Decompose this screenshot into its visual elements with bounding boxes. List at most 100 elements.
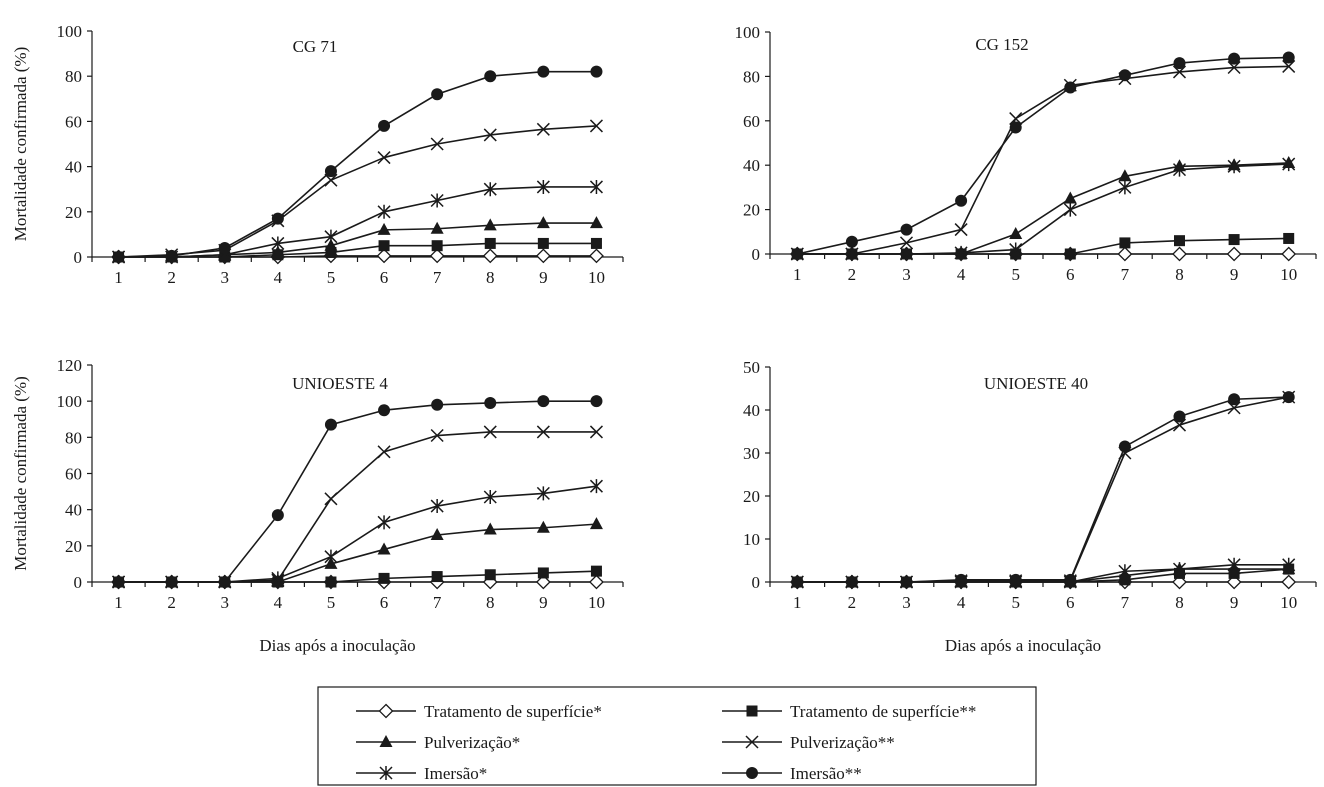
y-tick-label: 100	[57, 22, 83, 41]
data-point	[430, 221, 444, 234]
data-point	[271, 212, 284, 225]
data-point	[536, 216, 550, 229]
data-point	[325, 576, 337, 588]
y-tick-label: 40	[743, 401, 760, 420]
data-point	[483, 490, 497, 505]
data-point	[271, 571, 285, 586]
series-line	[797, 237, 1289, 255]
data-point	[845, 235, 858, 248]
series-line	[797, 396, 1289, 583]
data-point	[218, 241, 231, 254]
y-tick-label: 20	[743, 201, 760, 220]
data-point	[376, 248, 392, 264]
data-point	[324, 229, 338, 244]
x-tick-label: 1	[114, 268, 123, 287]
x-tick-label: 3	[221, 268, 230, 287]
legend: Tratamento de superfície* Tratamento de s…	[317, 686, 1037, 786]
data-point	[1228, 234, 1240, 246]
series-line	[118, 186, 597, 258]
x-tick-label: 10	[588, 268, 605, 287]
data-point	[537, 567, 549, 579]
series	[112, 517, 603, 587]
y-tick-label: 20	[65, 537, 82, 556]
x-tick-label: 9	[1230, 593, 1239, 612]
data-point	[536, 520, 550, 533]
data-point	[1064, 573, 1077, 586]
data-point	[589, 216, 603, 229]
data-point	[536, 179, 550, 194]
x-tick-label: 10	[1280, 593, 1297, 612]
panel-title: CG 71	[293, 37, 338, 56]
series-line	[118, 570, 597, 583]
data-point	[590, 65, 603, 78]
x-tick-label: 8	[1175, 265, 1184, 284]
legend-label: Imersão**	[790, 764, 862, 783]
legend-label: Imersão*	[424, 764, 487, 783]
data-point	[218, 576, 231, 588]
series	[791, 51, 1295, 260]
data-point	[589, 479, 603, 494]
data-point	[377, 222, 391, 235]
data-point	[484, 70, 497, 83]
data-point	[954, 223, 968, 237]
data-point	[1282, 51, 1295, 64]
legend-item: Imersão**	[722, 764, 862, 783]
data-point	[324, 549, 338, 564]
data-point	[1172, 246, 1187, 262]
y-tick-label: 100	[735, 23, 761, 42]
data-point	[378, 240, 390, 252]
x-tick-label: 4	[274, 593, 283, 612]
panel-title: CG 152	[975, 35, 1028, 54]
data-point	[112, 251, 125, 263]
data-point	[430, 428, 444, 443]
data-point	[1227, 159, 1241, 174]
data-point	[536, 425, 550, 439]
series-line	[797, 163, 1289, 255]
data-point	[431, 88, 444, 101]
data-point	[325, 246, 337, 258]
y-tick-label: 120	[57, 356, 83, 375]
panel-title: UNIOESTE 4	[292, 374, 388, 393]
data-point	[589, 179, 603, 194]
legend-label: Tratamento de superfície**	[790, 702, 976, 721]
y-tick-label: 40	[65, 501, 82, 520]
legend-marker	[745, 735, 759, 749]
y-axis-label: Mortalidade confirmada (%)	[11, 376, 30, 570]
x-tick-label: 6	[1066, 265, 1075, 284]
data-point	[483, 128, 497, 142]
data-point	[955, 194, 968, 207]
data-point	[1227, 60, 1241, 75]
data-point	[378, 404, 391, 417]
x-tick-label: 10	[1280, 265, 1297, 284]
legend-marker	[379, 766, 393, 780]
series	[790, 157, 1296, 261]
data-point	[1227, 401, 1241, 415]
data-point	[1173, 410, 1186, 423]
x-tick-label: 4	[957, 265, 966, 284]
series-line	[797, 56, 1289, 255]
y-tick-label: 40	[743, 156, 760, 175]
data-point	[1282, 391, 1295, 404]
data-point	[1228, 393, 1241, 406]
data-point	[1174, 235, 1185, 247]
data-point	[1173, 57, 1186, 70]
data-point	[112, 576, 125, 588]
data-point	[1118, 69, 1131, 82]
series	[790, 155, 1296, 259]
y-tick-label: 40	[65, 158, 82, 177]
data-point	[590, 395, 603, 408]
data-point	[1282, 59, 1296, 73]
data-point	[1118, 564, 1132, 579]
x-tick-label: 8	[486, 268, 495, 287]
legend-marker	[746, 767, 758, 779]
x-tick-label: 4	[274, 268, 283, 287]
data-point	[590, 237, 602, 249]
panel-title: UNIOESTE 40	[984, 374, 1088, 393]
series-line	[797, 396, 1289, 583]
legend-label: Pulverização*	[424, 733, 520, 752]
data-point	[589, 574, 604, 590]
chart-panel: 0 20 40 60 80 100 1 2 3 4 5 6 7 8 9 10 CG 152	[735, 23, 1317, 284]
y-tick-label: 60	[743, 112, 760, 131]
data-point	[590, 565, 602, 577]
